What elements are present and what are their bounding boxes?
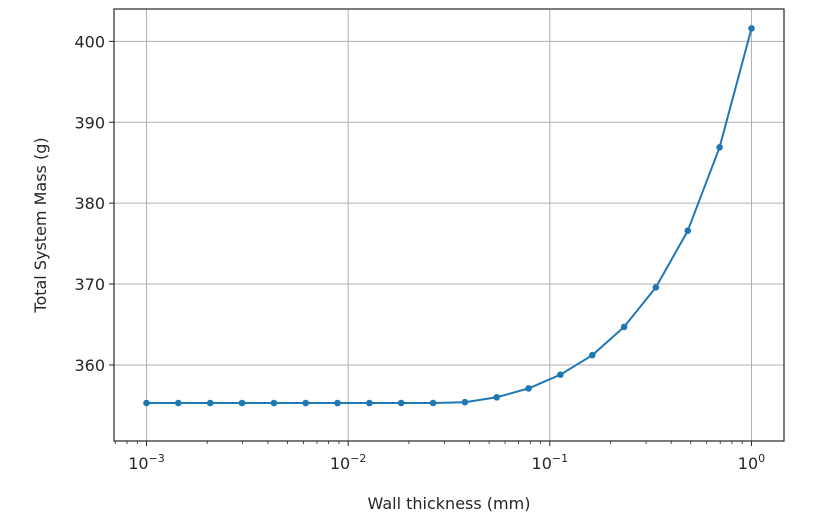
x-tick-base: 10: [532, 454, 552, 473]
data-point: [748, 25, 755, 32]
series-layer: [143, 25, 755, 407]
x-tick-base: 10: [128, 454, 148, 473]
x-tick-label: 10−2: [330, 452, 367, 473]
y-tick-label: 360: [74, 356, 105, 375]
data-point: [175, 399, 182, 407]
series-line: [145, 27, 753, 404]
data-point: [652, 284, 660, 291]
grid-lines: [114, 9, 784, 441]
y-tick-label: 400: [74, 32, 105, 51]
data-point: [557, 371, 564, 379]
data-point: [206, 399, 214, 407]
x-tick-exponent: −2: [350, 452, 366, 465]
data-point: [238, 399, 246, 407]
y-tick-label: 370: [74, 275, 105, 294]
x-tick-label: 10−1: [532, 452, 569, 473]
x-tick-base: 10: [738, 454, 758, 473]
x-tick-exponent: 0: [758, 452, 765, 465]
data-point: [334, 399, 341, 407]
data-point: [366, 399, 373, 407]
data-point: [684, 227, 692, 234]
data-point: [429, 399, 437, 407]
data-point: [716, 144, 723, 151]
x-tick-exponent: −3: [149, 452, 165, 465]
x-axis-label: Wall thickness (mm): [368, 494, 531, 513]
x-tick-base: 10: [330, 454, 350, 473]
data-point: [461, 398, 469, 406]
x-tick-label: 100: [738, 452, 765, 473]
data-point: [143, 399, 150, 407]
data-point: [525, 385, 532, 392]
y-axis-label: Total System Mass (g): [31, 137, 50, 313]
data-point: [589, 351, 596, 359]
plot-frame: [113, 8, 785, 442]
y-tick-label: 390: [74, 113, 105, 132]
data-point: [620, 323, 628, 331]
x-tick-label: 10−3: [128, 452, 165, 473]
x-tick-exponent: −1: [552, 452, 568, 465]
y-axis: 360 370 380 390 400: [74, 32, 114, 375]
x-axis: 10−3 10−2 10−1 100: [114, 441, 765, 473]
y-tick-label: 380: [74, 194, 105, 213]
data-point: [493, 394, 501, 401]
data-point: [397, 399, 405, 407]
data-point: [302, 399, 310, 407]
data-point: [270, 399, 278, 407]
